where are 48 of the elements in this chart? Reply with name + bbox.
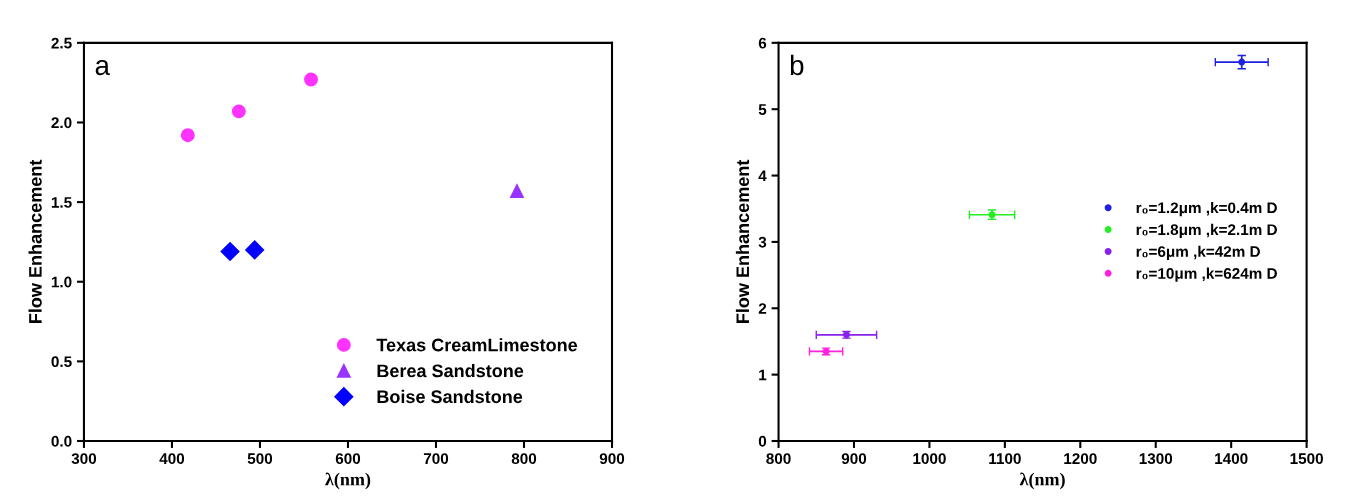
point — [304, 72, 318, 87]
x-tick-label: 1100 — [989, 453, 1021, 465]
legend-label: r₀=10μm ,k=624m D — [1136, 267, 1277, 282]
y-tick-label: 2.5 — [51, 37, 72, 49]
x-tick-label: 1000 — [913, 453, 946, 465]
y-tick-label: 4 — [758, 170, 767, 182]
chart-title: b — [790, 54, 804, 76]
y-tick-label: 5 — [758, 104, 767, 115]
x-axis-title: λ(nm) — [325, 472, 371, 490]
y-tick-label: 1.0 — [51, 276, 72, 288]
x-tick-label: 400 — [159, 453, 185, 465]
y-tick-label: 0 — [758, 435, 767, 447]
legend-label: r₀=1.2μm ,k=0.4m D — [1136, 201, 1277, 217]
x-tick-label: 1400 — [1215, 453, 1248, 465]
y-tick-label: 1 — [759, 369, 767, 381]
x-tick-label: 1500 — [1290, 453, 1323, 465]
legend-label: r₀=6μm ,k=42m D — [1136, 245, 1260, 260]
chart-title: a — [95, 59, 110, 76]
x-tick-label: 1300 — [1139, 453, 1173, 465]
x-tick-label: 1200 — [1064, 453, 1097, 465]
y-tick-label: 3 — [758, 236, 767, 248]
x-tick-label: 700 — [423, 453, 449, 465]
legend-label: Boise Sandstone — [377, 389, 523, 404]
y-axis-title: Flow Enhancement — [735, 159, 750, 323]
point — [231, 104, 246, 119]
point — [180, 128, 195, 143]
y-tick-label: 0.0 — [51, 435, 72, 447]
point — [220, 241, 240, 262]
point — [245, 240, 265, 260]
y-tick-label: 0.5 — [51, 356, 72, 368]
y-tick-label: 2.0 — [51, 117, 72, 129]
x-tick-label: 800 — [766, 453, 791, 465]
y-axis-title: Flow Enhancement — [28, 159, 42, 323]
x-tick-label: 800 — [511, 453, 537, 465]
x-tick-label: 600 — [335, 453, 361, 465]
point — [1238, 58, 1246, 66]
x-axis-title: λ(nm) — [1019, 472, 1065, 490]
x-tick-label: 900 — [841, 453, 867, 465]
y-tick-label: 1.5 — [51, 197, 72, 208]
point — [510, 184, 524, 198]
x-tick-label: 500 — [247, 453, 273, 465]
legend-label: r₀=1.8μm ,k=2.1m D — [1136, 223, 1277, 239]
y-tick-label: 6 — [758, 37, 767, 49]
y-tick-label: 2 — [758, 303, 767, 314]
legend-label: Berea Sandstone — [377, 364, 524, 378]
legend-label: Texas CreamLimestone — [376, 338, 578, 352]
x-tick-label: 900 — [599, 453, 625, 465]
x-tick-label: 300 — [71, 453, 97, 465]
